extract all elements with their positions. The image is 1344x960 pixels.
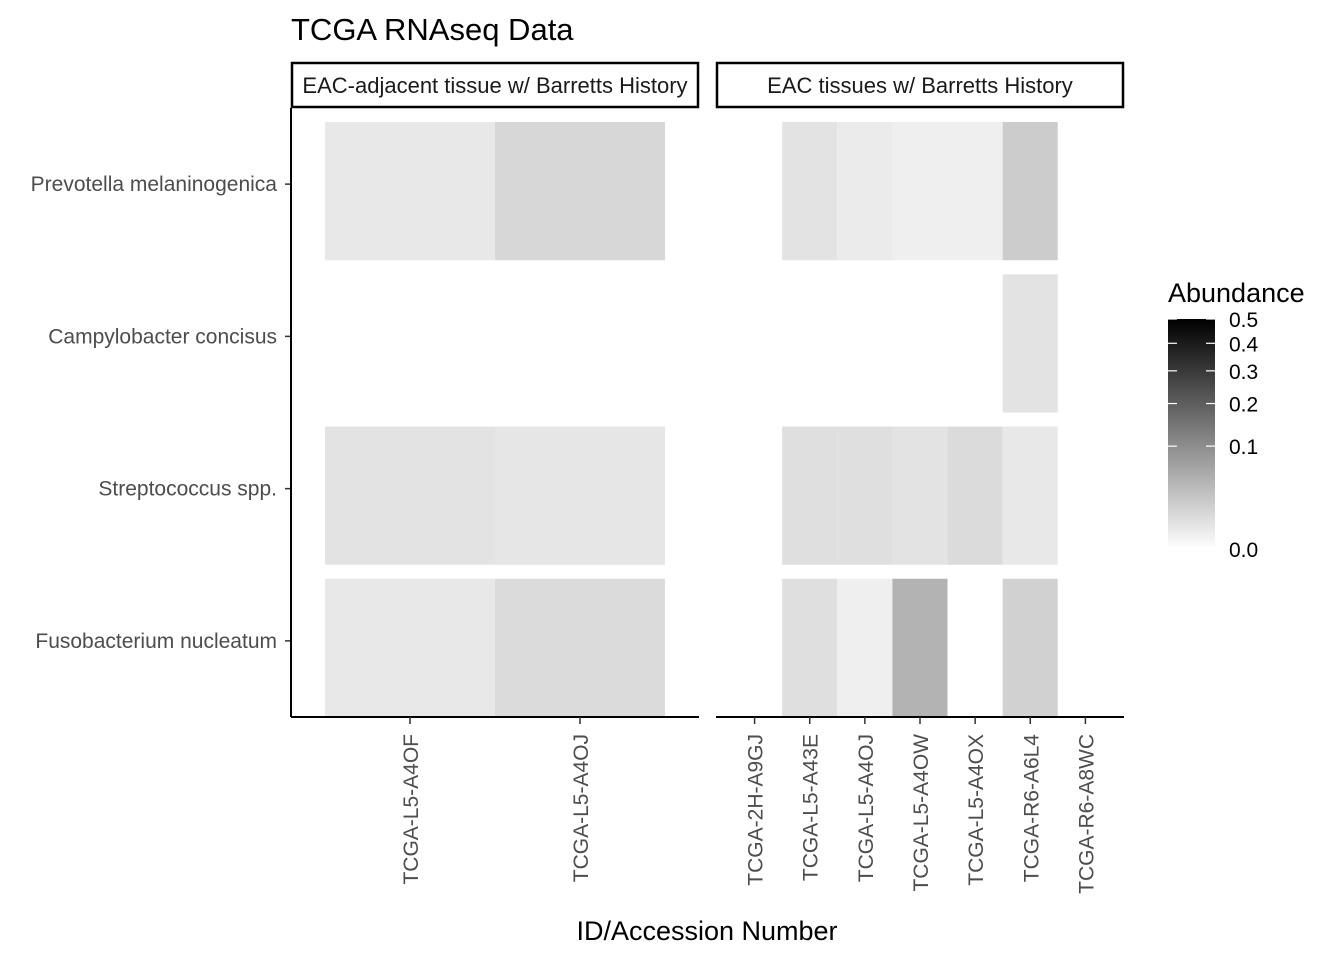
legend-tick-label: 0.4	[1229, 333, 1259, 356]
x-tick-label: TCGA-R6-A8WC	[1075, 734, 1098, 894]
heatmap-cell	[1002, 426, 1058, 565]
x-axis-title: ID/Accession Number	[576, 916, 837, 946]
x-tick-label: TCGA-L5-A43E	[800, 734, 823, 881]
heatmap-cell	[495, 122, 665, 261]
heatmap-cell	[495, 426, 665, 565]
x-tick-label: TCGA-2H-A9GJ	[745, 734, 768, 886]
y-tick-label: Campylobacter concisus	[48, 325, 277, 348]
heatmap-cell	[892, 578, 948, 717]
x-tick-label: TCGA-L5-A4OJ	[855, 734, 878, 882]
heatmap-cell	[325, 578, 495, 717]
x-tick-label: TCGA-L5-A4OW	[910, 734, 933, 892]
heatmap-cell	[495, 578, 665, 717]
legend-colorbar	[1168, 319, 1215, 549]
legend-tick-label: 0.1	[1229, 436, 1258, 459]
x-tick-label: TCGA-R6-A6L4	[1020, 734, 1043, 883]
heatmap-cell	[325, 426, 495, 565]
heatmap-cell	[1057, 426, 1113, 565]
heatmap-cell	[1057, 122, 1113, 261]
heatmap-cell	[947, 122, 1003, 261]
chart-title: TCGA RNAseq Data	[291, 12, 574, 47]
facet-strip-label: EAC-adjacent tissue w/ Barretts History	[302, 73, 687, 98]
heatmap-cell	[947, 274, 1003, 413]
x-tick-label: TCGA-L5-A4OJ	[570, 734, 593, 882]
y-axis: Prevotella melaninogenica Campylobacter c…	[31, 108, 292, 717]
heatmap-cell	[727, 578, 783, 717]
heatmap-cell	[1057, 274, 1113, 413]
legend-tick-label: 0.5	[1229, 309, 1258, 332]
facet-panel: EAC-adjacent tissue w/ Barretts History T…	[290, 61, 700, 885]
legend-tick-label: 0.0	[1229, 539, 1258, 562]
heatmap-cell	[782, 274, 838, 413]
y-tick-label: Streptococcus spp.	[98, 478, 277, 501]
x-tick-label: TCGA-L5-A4OF	[400, 734, 423, 885]
heatmap-cell	[892, 274, 948, 413]
heatmap-cell	[1057, 578, 1113, 717]
heatmap-cell	[727, 122, 783, 261]
heatmap-cell	[782, 578, 838, 717]
heatmap-cell	[837, 578, 893, 717]
heatmap-cell	[1002, 274, 1058, 413]
heatmap-cell	[892, 426, 948, 565]
heatmap-cell	[325, 122, 495, 261]
facet-panel: EAC tissues w/ Barretts History TCGA-2H-A…	[715, 61, 1125, 894]
heatmap-cell	[727, 426, 783, 565]
heatmap-cell	[892, 122, 948, 261]
y-tick-label: Prevotella melaninogenica	[31, 173, 278, 196]
heatmap-cell	[727, 274, 783, 413]
facet-strip	[290, 61, 700, 109]
heatmap-cell	[782, 426, 838, 565]
legend-tick-label: 0.2	[1229, 394, 1258, 417]
heatmap-cell	[325, 274, 495, 413]
legend-title: Abundance	[1168, 278, 1305, 308]
heatmap-cell	[837, 122, 893, 261]
heatmap-cell	[1002, 122, 1058, 261]
facet-strip	[715, 61, 1125, 109]
heatmap-cell	[1002, 578, 1058, 717]
legend: Abundance 0.0 0.1 0.2 0.3 0.40.5	[1168, 278, 1305, 562]
heatmap-cell	[837, 274, 893, 413]
facet-panels: EAC-adjacent tissue w/ Barretts History T…	[290, 61, 1125, 894]
heatmap-cell	[947, 426, 1003, 565]
facet-strip-label: EAC tissues w/ Barretts History	[767, 73, 1073, 98]
heatmap-cell	[947, 578, 1003, 717]
heatmap-cell	[495, 274, 665, 413]
y-tick-label: Fusobacterium nucleatum	[35, 630, 277, 653]
heatmap-cell	[782, 122, 838, 261]
x-tick-label: TCGA-L5-A4OX	[965, 734, 988, 886]
heatmap-cell	[837, 426, 893, 565]
legend-tick-label: 0.3	[1229, 361, 1258, 384]
